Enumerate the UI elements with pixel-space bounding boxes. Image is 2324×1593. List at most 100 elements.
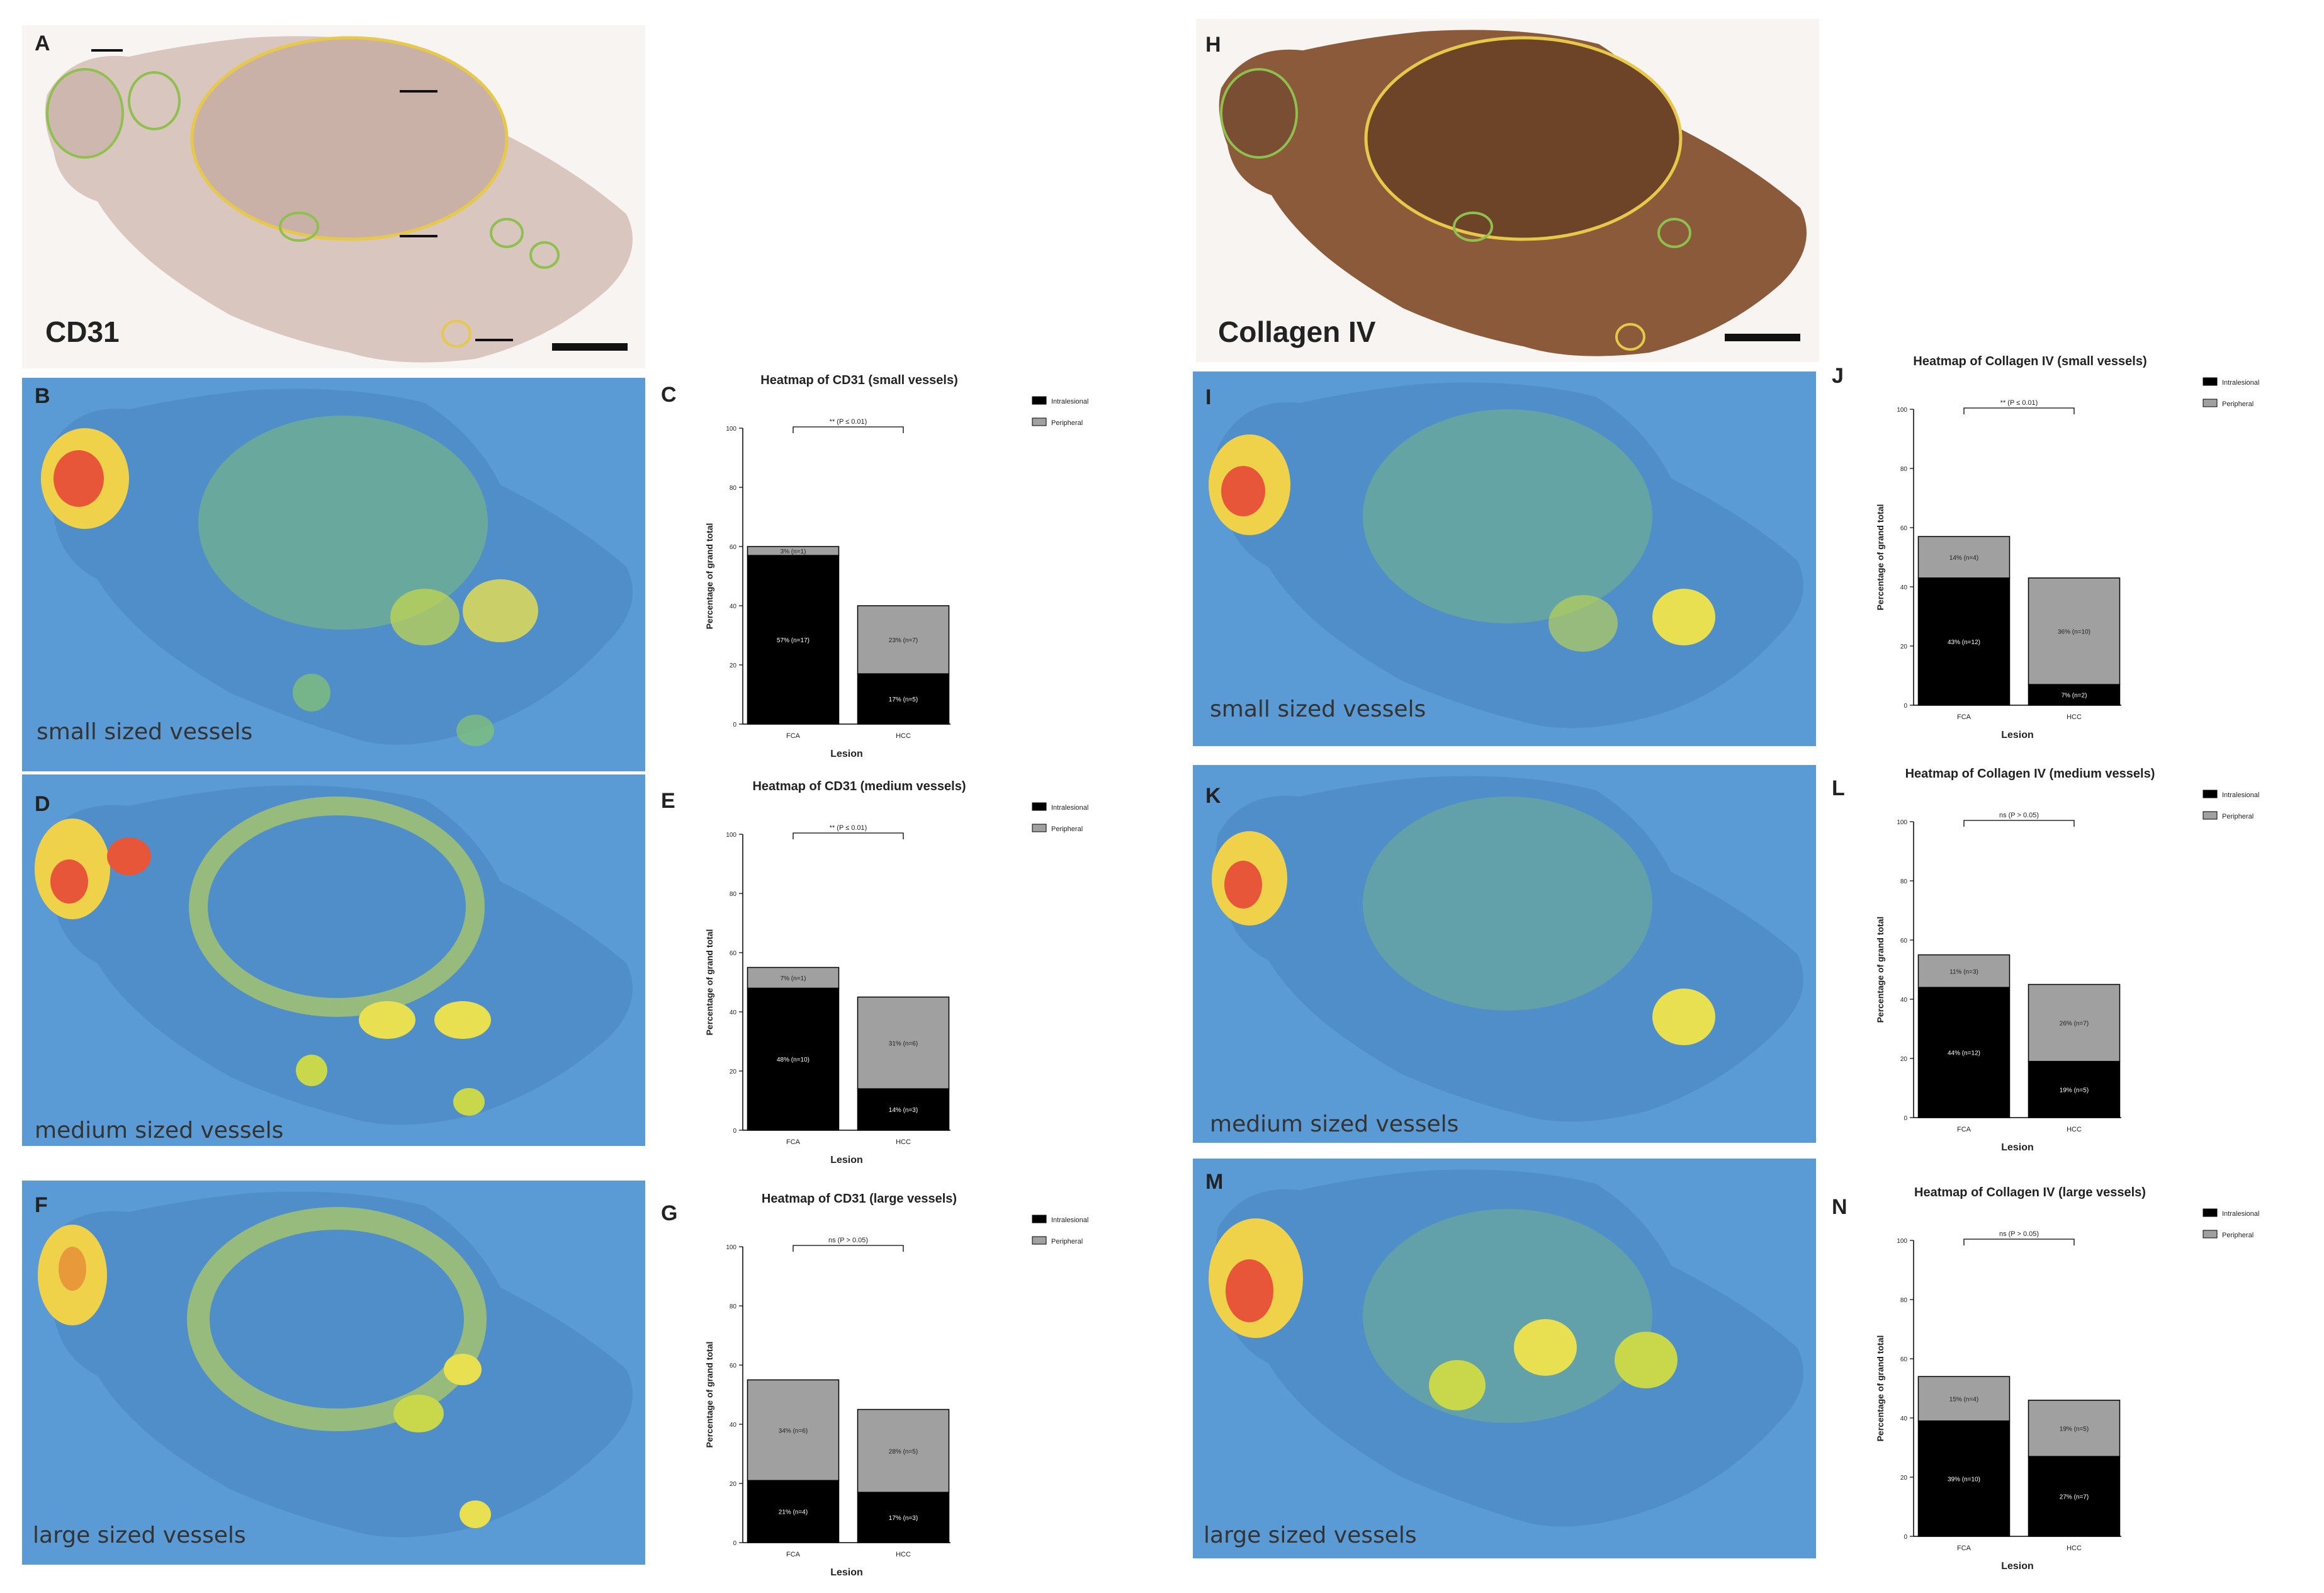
heatmap-image	[22, 1181, 645, 1565]
bar-data-label: 26% (n=7)	[2060, 1021, 2089, 1028]
y-tick-label: 80	[1900, 466, 1908, 473]
y-tick-label: 80	[1900, 878, 1908, 885]
y-axis-label: Percentage of grand total	[704, 929, 714, 1036]
legend-swatch	[2203, 790, 2218, 798]
bar-data-label: 28% (n=5)	[889, 1448, 918, 1455]
bar-segment	[1917, 577, 2011, 706]
bar-data-label: 15% (n=4)	[1949, 1396, 1978, 1403]
legend-swatch	[2203, 1208, 2218, 1217]
panel-a-ihc-cd31	[22, 25, 645, 368]
significance-bracket	[1963, 407, 2075, 414]
y-tick-label: 20	[1900, 1056, 1908, 1063]
stain-label: Collagen IV	[1218, 315, 1376, 348]
y-tick-label: 20	[730, 1069, 737, 1075]
panel-d-heatmap-cd31-medium	[22, 774, 645, 1146]
legend-swatch	[1032, 1215, 1047, 1223]
y-tick-label: 40	[730, 1422, 737, 1429]
bar-data-label: 17% (n=3)	[889, 1515, 918, 1522]
bar-segment	[2028, 1060, 2121, 1118]
y-tick-label: 40	[1900, 584, 1908, 591]
chart-title: Heatmap of CD31 (large vessels)	[762, 1192, 957, 1206]
y-tick-label: 80	[1900, 1297, 1908, 1304]
x-tick-label: HCC	[2067, 713, 2082, 721]
significance-bracket	[1963, 1239, 2075, 1245]
heatmap-image	[1193, 371, 1816, 746]
y-tick-label: 20	[730, 662, 737, 669]
bar-data-label: 48% (n=10)	[777, 1057, 809, 1063]
x-tick-label: FCA	[786, 1551, 801, 1558]
x-tick-label: HCC	[896, 1138, 911, 1146]
panel-letter: M	[1205, 1170, 1224, 1194]
y-tick-label: 80	[730, 891, 737, 898]
x-tick-label: FCA	[1957, 713, 1971, 721]
legend-label: Peripheral	[1051, 1238, 1083, 1245]
chart-svg: G Heatmap of CD31 (large vessels) 0 20 40 60 8…	[661, 1192, 1088, 1578]
panel-i-heatmap-collagen-small	[1193, 371, 1816, 746]
y-tick-label: 0	[733, 1128, 736, 1135]
bar-segment	[857, 673, 950, 725]
bar-segment	[2028, 1400, 2121, 1457]
heatmap-image	[22, 774, 645, 1146]
x-axis-label: Lesion	[830, 749, 863, 759]
bar-data-label: 43% (n=12)	[1948, 639, 1980, 646]
bar-segment	[747, 967, 840, 989]
y-tick-label: 60	[730, 544, 737, 551]
y-tick-label: 100	[1897, 1238, 1907, 1245]
significance-label: ns (P > 0.05)	[828, 1237, 868, 1244]
chart-c: C Heatmap of CD31 (small vessels) 0 20 40 60 8…	[655, 365, 1183, 768]
legend-label: Intralesional	[1051, 1216, 1088, 1224]
x-axis-label: Lesion	[2001, 1561, 2034, 1572]
legend-swatch	[1032, 1236, 1047, 1245]
bar-data-label: 21% (n=4)	[779, 1509, 808, 1516]
chart-e: E Heatmap of CD31 (medium vessels) 0 20 40 60…	[655, 771, 1183, 1174]
bar-data-label: 39% (n=10)	[1948, 1476, 1980, 1483]
y-tick-label: 60	[1900, 1356, 1908, 1363]
legend-label: Intralesional	[2222, 791, 2259, 799]
panel-m-heatmap-collagen-large	[1193, 1159, 1816, 1558]
bar-segment	[1917, 1376, 2011, 1422]
y-tick-label: 40	[1900, 1415, 1908, 1422]
y-tick-label: 100	[1897, 819, 1907, 826]
legend-swatch	[1032, 396, 1047, 405]
panel-letter: C	[661, 383, 677, 407]
legend-swatch	[1032, 824, 1047, 832]
legend-label: Peripheral	[2222, 400, 2253, 408]
y-tick-label: 40	[1900, 997, 1908, 1004]
panel-letter: I	[1205, 385, 1212, 409]
y-tick-label: 40	[730, 1009, 737, 1016]
legend-label: Peripheral	[1051, 825, 1083, 833]
bar-segment	[857, 1088, 950, 1131]
x-axis-label: Lesion	[830, 1155, 863, 1165]
legend-label: Intralesional	[1051, 804, 1088, 812]
legend-label: Intralesional	[2222, 379, 2259, 387]
y-tick-label: 60	[1900, 938, 1908, 944]
x-tick-label: HCC	[2067, 1545, 2082, 1552]
bar-data-label: 14% (n=4)	[1949, 555, 1978, 562]
bar-segment	[857, 605, 950, 674]
panel-h-ihc-collagen	[1196, 19, 1819, 362]
chart-title: Heatmap of Collagen IV (small vessels)	[1913, 354, 2146, 368]
y-tick-label: 80	[730, 1303, 737, 1310]
x-tick-label: FCA	[1957, 1126, 1971, 1133]
panel-letter: D	[35, 792, 50, 816]
chart-l: L Heatmap of Collagen IV (medium vessels)…	[1825, 759, 2323, 1162]
bar-segment	[1917, 536, 2011, 579]
chart-n: N Heatmap of Collagen IV (large vessels) 0…	[1825, 1177, 2323, 1580]
chart-j: J Heatmap of Collagen IV (small vessels) 0…	[1825, 346, 2323, 749]
chart-title: Heatmap of Collagen IV (medium vessels)	[1905, 767, 2155, 781]
x-tick-label: FCA	[786, 1138, 801, 1146]
bar-segment	[857, 996, 950, 1089]
panel-caption: small sized vessels	[1210, 696, 1426, 722]
y-tick-label: 20	[730, 1481, 737, 1488]
y-axis-label: Percentage of grand total	[1875, 1335, 1885, 1442]
bar-data-label: 14% (n=3)	[889, 1107, 918, 1114]
significance-label: ** (P ≤ 0.01)	[2000, 399, 2038, 407]
bar-segment	[747, 987, 840, 1131]
stain-label: CD31	[45, 315, 120, 348]
y-axis-label: Percentage of grand total	[704, 523, 714, 630]
legend-label: Intralesional	[1051, 398, 1088, 405]
bar-segment	[747, 1480, 840, 1543]
x-tick-label: FCA	[786, 732, 801, 740]
y-axis-label: Percentage of grand total	[1875, 917, 1885, 1023]
significance-bracket	[793, 426, 904, 433]
